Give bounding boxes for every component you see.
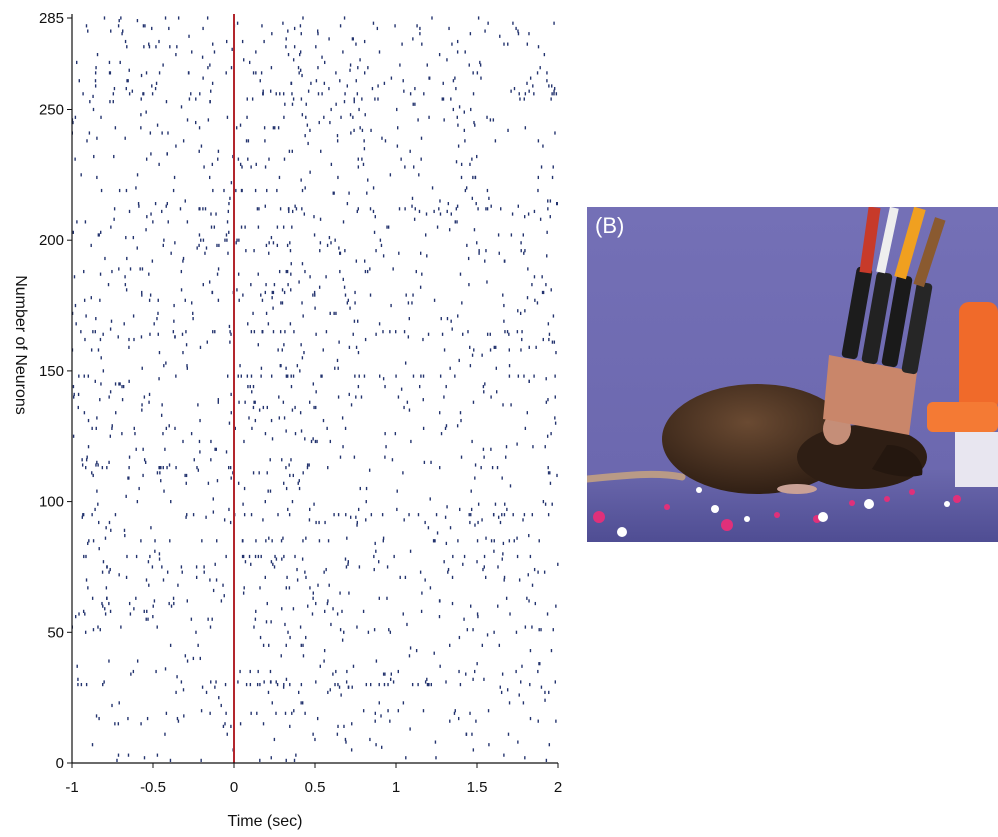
x-tick-label: -1 bbox=[65, 779, 78, 796]
headstage-bandage bbox=[823, 355, 917, 435]
x-tick-label: 1 bbox=[392, 779, 400, 796]
rat-photo-panel: (B) bbox=[587, 207, 998, 542]
y-axis-title: Number of Neurons bbox=[12, 275, 29, 415]
x-axis-title: Time (sec) bbox=[228, 813, 303, 830]
rat-photo bbox=[587, 207, 998, 542]
x-axis-ticks: -1 -0.5 0 0.5 1 1.5 2 bbox=[65, 763, 562, 796]
y-tick-label: 50 bbox=[47, 624, 64, 641]
x-tick-label: 0 bbox=[230, 779, 238, 796]
y-tick-label: 0 bbox=[56, 755, 64, 772]
y-axis-ticks: 0 50 100 150 200 250 285 bbox=[39, 10, 72, 772]
x-tick-label: 0.5 bbox=[305, 779, 326, 796]
y-tick-label: 250 bbox=[39, 101, 64, 118]
y-tick-label: 150 bbox=[39, 363, 64, 380]
y-tick-label: 285 bbox=[39, 10, 64, 27]
orange-container bbox=[959, 302, 998, 412]
spike-marks bbox=[71, 16, 559, 762]
x-tick-label: 1.5 bbox=[467, 779, 488, 796]
y-tick-label: 100 bbox=[39, 494, 64, 511]
panel-b-label: (B) bbox=[595, 213, 625, 238]
y-tick-label: 200 bbox=[39, 232, 64, 249]
x-tick-label: -0.5 bbox=[140, 779, 166, 796]
x-tick-label: 2 bbox=[554, 779, 562, 796]
